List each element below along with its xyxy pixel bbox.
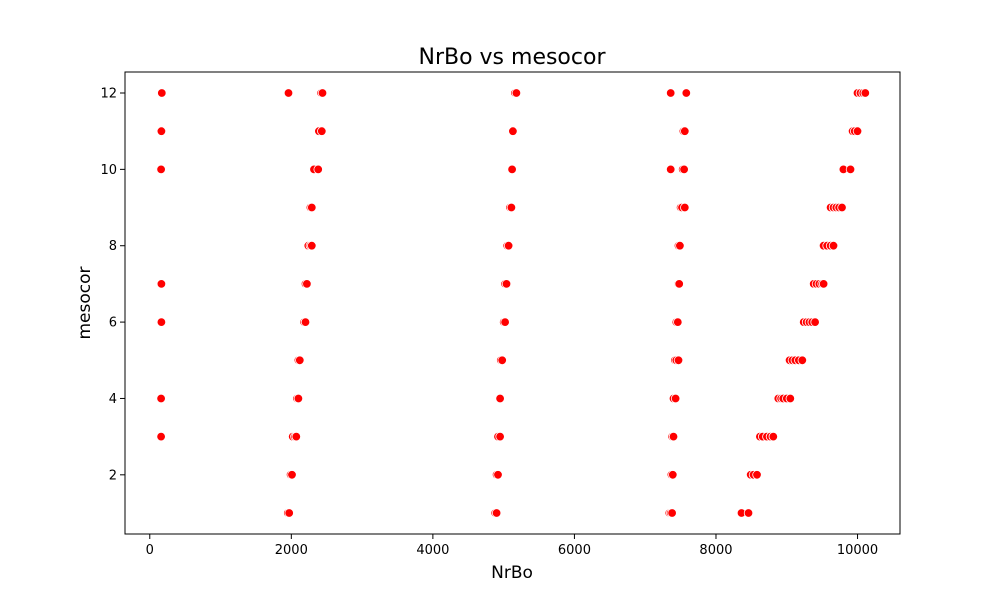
data-point xyxy=(307,202,317,213)
data-point xyxy=(810,317,820,327)
data-point xyxy=(667,508,677,518)
data-point xyxy=(295,355,305,366)
data-point xyxy=(670,393,681,404)
data-point xyxy=(317,126,327,136)
points-layer xyxy=(156,88,871,518)
y-tick-label: 12 xyxy=(100,87,117,102)
data-point xyxy=(300,317,311,327)
x-tick-label: 10000 xyxy=(837,543,878,558)
data-point xyxy=(852,126,863,136)
data-point xyxy=(860,88,871,98)
data-point xyxy=(681,88,692,98)
x-tick-label: 6000 xyxy=(558,543,591,558)
data-point xyxy=(845,164,856,175)
x-tick-label: 0 xyxy=(146,543,154,558)
data-point xyxy=(157,88,167,98)
y-axis: 2 4 6 8 10 12 xyxy=(100,87,125,483)
data-point xyxy=(818,279,829,289)
data-point xyxy=(768,431,779,442)
x-tick-label: 8000 xyxy=(699,543,732,558)
data-point xyxy=(679,164,689,175)
data-point xyxy=(666,164,676,175)
data-point xyxy=(668,470,678,480)
data-point xyxy=(506,202,517,213)
data-point xyxy=(503,240,514,251)
data-point xyxy=(497,355,507,366)
data-point xyxy=(743,508,754,518)
data-point xyxy=(675,240,685,251)
data-point xyxy=(673,355,684,366)
data-point xyxy=(680,202,690,213)
x-axis-label: NrBo xyxy=(491,563,533,583)
data-point xyxy=(752,470,762,480)
data-point xyxy=(837,202,847,213)
x-tick-label: 4000 xyxy=(416,543,449,558)
data-point xyxy=(313,164,323,175)
data-point xyxy=(500,317,510,327)
data-point xyxy=(293,393,304,404)
data-point xyxy=(156,279,167,289)
data-point xyxy=(156,126,167,136)
data-point xyxy=(501,279,512,289)
data-point xyxy=(511,88,522,98)
data-point xyxy=(284,508,294,518)
data-point xyxy=(785,393,796,404)
data-point xyxy=(491,508,502,518)
data-point xyxy=(797,355,808,366)
plot-area xyxy=(124,71,901,535)
data-point xyxy=(668,431,679,442)
data-point xyxy=(495,431,505,442)
y-axis-label: mesocor xyxy=(75,266,95,339)
data-point xyxy=(317,88,328,98)
data-point xyxy=(156,317,167,327)
data-point xyxy=(287,470,297,480)
y-tick-label: 8 xyxy=(109,239,117,254)
data-point xyxy=(680,126,690,136)
data-point xyxy=(507,164,517,175)
y-tick-label: 10 xyxy=(100,163,117,178)
x-axis: 0 2000 4000 6000 8000 10000 xyxy=(146,534,878,558)
data-point xyxy=(156,164,166,175)
data-point xyxy=(156,393,166,404)
data-point xyxy=(666,88,676,98)
data-point xyxy=(156,431,166,442)
data-point xyxy=(674,279,684,289)
y-tick-label: 2 xyxy=(109,468,117,483)
x-tick-label: 2000 xyxy=(275,543,308,558)
data-point xyxy=(302,279,312,289)
plot-frame xyxy=(124,71,901,535)
y-tick-label: 4 xyxy=(109,392,117,407)
data-point xyxy=(673,317,683,327)
data-point xyxy=(508,126,518,136)
data-point xyxy=(283,88,294,98)
y-tick-label: 6 xyxy=(109,316,117,331)
data-point xyxy=(291,431,302,442)
data-point xyxy=(493,470,503,480)
data-point xyxy=(495,393,505,404)
chart-title: NrBo vs mesocor xyxy=(418,45,606,70)
data-point xyxy=(307,240,317,251)
data-point xyxy=(828,240,839,251)
